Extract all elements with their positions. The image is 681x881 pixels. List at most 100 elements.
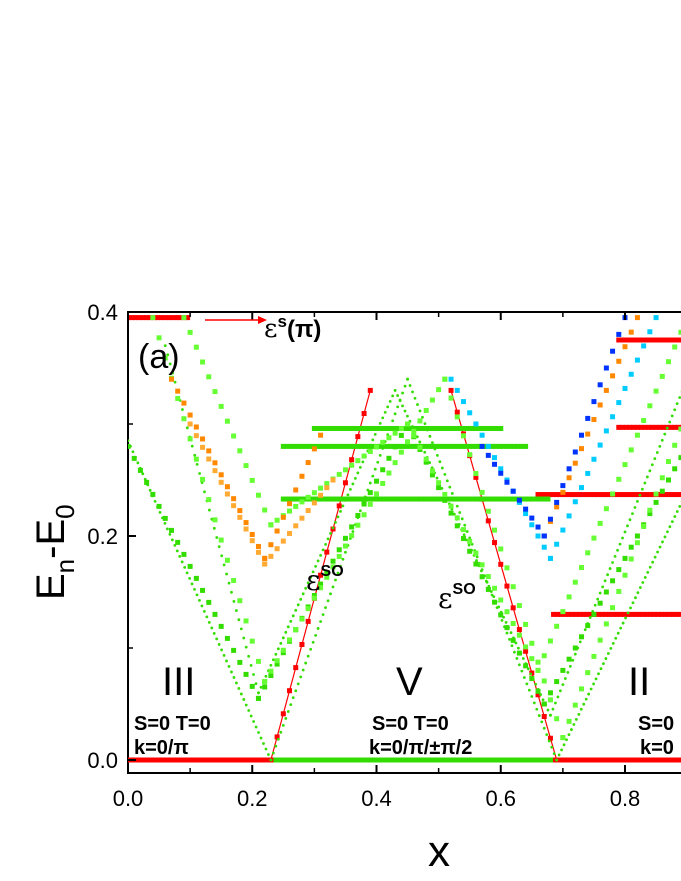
data-point [153, 499, 157, 503]
data-point [331, 526, 335, 530]
data-point [651, 611, 657, 617]
x-tick-label: 0.8 [610, 786, 641, 811]
data-point [386, 435, 392, 441]
data-point [349, 487, 352, 491]
data-point [529, 515, 535, 521]
data-point [166, 353, 170, 357]
data-point [155, 757, 161, 763]
data-point [294, 689, 298, 693]
data-point [541, 714, 547, 720]
data-point [603, 428, 609, 434]
svg-text:εs(π): εs(π) [264, 312, 321, 344]
data-point [339, 757, 345, 763]
data-point [572, 499, 578, 505]
data-point [212, 460, 218, 466]
data-point [269, 663, 273, 667]
data-point [418, 440, 422, 444]
data-point [523, 506, 529, 512]
data-point [497, 443, 503, 449]
data-point [437, 496, 443, 502]
data-point [280, 647, 286, 653]
data-point [239, 627, 243, 631]
data-point [567, 733, 571, 737]
data-point [328, 757, 334, 763]
data-point [195, 462, 199, 466]
data-point [288, 496, 294, 502]
data-point [451, 757, 457, 763]
data-point [459, 496, 465, 502]
data-point [237, 448, 243, 454]
data-point [554, 611, 560, 617]
data-point [454, 515, 460, 521]
data-point [678, 329, 681, 335]
data-point [659, 611, 665, 617]
data-point [318, 443, 324, 449]
y-label-main: E [29, 573, 73, 600]
data-point [673, 515, 677, 518]
data-point [547, 516, 553, 522]
data-point [351, 482, 355, 486]
data-point [541, 544, 547, 550]
data-point [443, 757, 449, 763]
data-point [591, 417, 597, 423]
data-point [554, 504, 560, 510]
data-point [661, 540, 664, 544]
data-point [224, 635, 230, 641]
data-point [218, 479, 224, 485]
data-point [492, 757, 498, 763]
data-point [510, 757, 516, 763]
data-point [237, 514, 243, 520]
data-point [262, 555, 268, 561]
data-point [561, 757, 567, 763]
data-point [603, 506, 609, 512]
data-point [566, 671, 570, 674]
data-point [287, 501, 293, 507]
data-point [468, 536, 472, 540]
data-point [645, 475, 649, 479]
data-point [218, 537, 224, 543]
data-point [193, 424, 199, 430]
data-point [269, 758, 273, 762]
data-point [407, 496, 413, 502]
data-point [504, 565, 510, 571]
data-point [229, 757, 235, 763]
data-point [423, 422, 427, 426]
data-point [616, 424, 622, 430]
data-point [299, 616, 305, 622]
data-point [305, 494, 311, 500]
data-point [436, 387, 442, 393]
data-point [579, 565, 585, 570]
data-point [331, 585, 335, 589]
data-point [252, 720, 256, 723]
data-point [580, 757, 586, 763]
data-point [329, 496, 335, 502]
data-point [390, 425, 396, 431]
region-II-line2: k=0 [640, 737, 674, 759]
data-point [241, 757, 247, 763]
data-point [362, 496, 368, 502]
data-point [529, 676, 535, 682]
data-point [598, 492, 604, 498]
data-point [286, 710, 290, 713]
data-point [629, 606, 632, 610]
data-point [621, 536, 624, 540]
data-point [649, 337, 655, 343]
data-point [517, 663, 521, 667]
data-point [344, 443, 350, 449]
data-point [349, 425, 355, 431]
data-point [316, 627, 320, 630]
data-point [224, 484, 230, 490]
data-point [392, 496, 398, 502]
data-point [411, 428, 417, 434]
data-point [668, 337, 674, 343]
data-point [525, 757, 531, 763]
data-point [436, 757, 442, 763]
data-point [365, 757, 371, 763]
data-point [640, 611, 646, 617]
data-point [206, 456, 212, 462]
data-point [311, 425, 317, 431]
data-point [212, 632, 216, 635]
data-point [670, 414, 674, 418]
data-point [651, 560, 655, 564]
data-point [170, 538, 174, 542]
